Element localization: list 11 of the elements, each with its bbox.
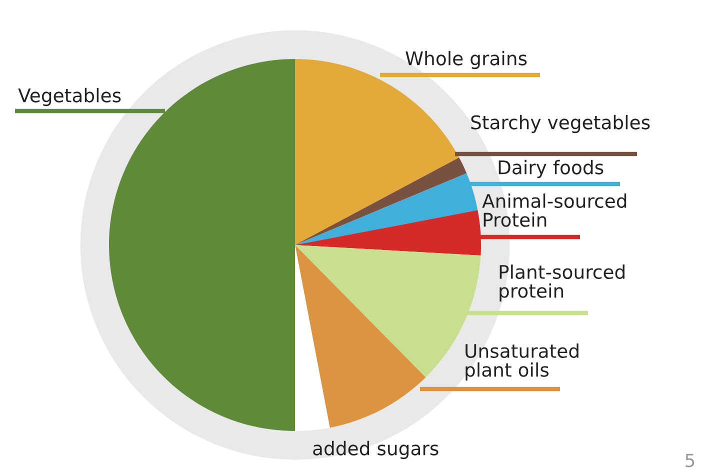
slice-label: Plant-sourced protein: [500, 264, 624, 302]
slice-label: Animal-sourced Protein: [482, 193, 626, 227]
slice-label: Starchy vegetables: [471, 114, 650, 134]
pie-slice: [295, 245, 330, 431]
pie-slice: [295, 245, 426, 428]
slice-label: Unsaturated plant oils: [466, 343, 578, 381]
slice-label: Dairy foods: [498, 160, 604, 178]
slice-label: Vegetables: [18, 88, 121, 106]
slice-label: added sugars: [313, 440, 438, 460]
text: 5: [686, 454, 694, 468]
slice-label: Whole grains: [406, 50, 527, 70]
